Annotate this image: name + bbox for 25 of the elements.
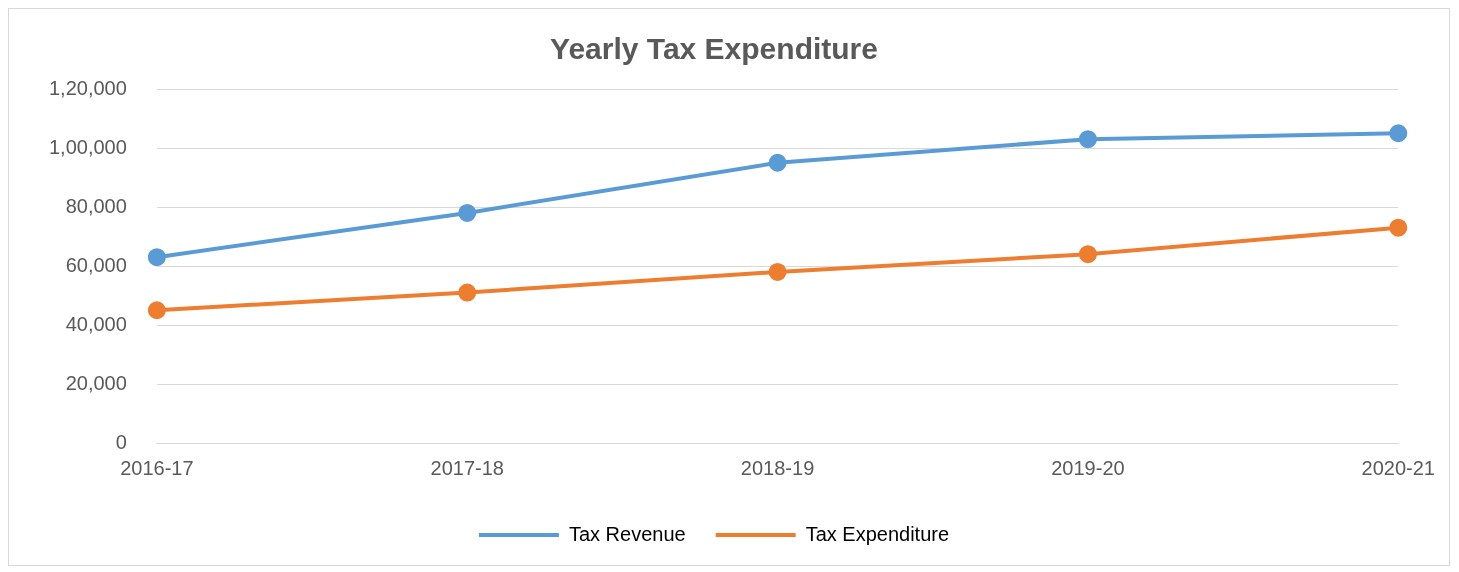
legend-label: Tax Revenue [568, 522, 686, 545]
x-tick-label: 2018-19 [740, 456, 815, 479]
point [1389, 124, 1408, 143]
point [147, 248, 166, 267]
point [1389, 218, 1408, 237]
point [768, 262, 787, 281]
y-tick-label: 1,00,000 [48, 135, 127, 158]
y-tick-label: 0 [115, 430, 127, 453]
point [1078, 130, 1097, 149]
x-tick-label: 2017-18 [430, 456, 504, 479]
legend-label: Tax Expenditure [805, 522, 950, 545]
point [1078, 245, 1097, 264]
x-tick-label: 2020-21 [1361, 456, 1435, 479]
x-tick-label: 2016-17 [120, 456, 194, 479]
point [147, 301, 166, 320]
y-tick-label: 20,000 [65, 371, 127, 394]
x-tick-label: 2019-20 [1051, 456, 1125, 479]
y-tick-label: 40,000 [65, 312, 127, 335]
y-tick-label: 80,000 [65, 194, 127, 217]
point [458, 203, 477, 222]
y-tick-label: 1,20,000 [48, 76, 127, 99]
point [768, 153, 787, 172]
chart-title: Yearly Tax Expenditure [550, 32, 878, 66]
point [458, 283, 477, 302]
y-tick-label: 60,000 [65, 253, 127, 276]
